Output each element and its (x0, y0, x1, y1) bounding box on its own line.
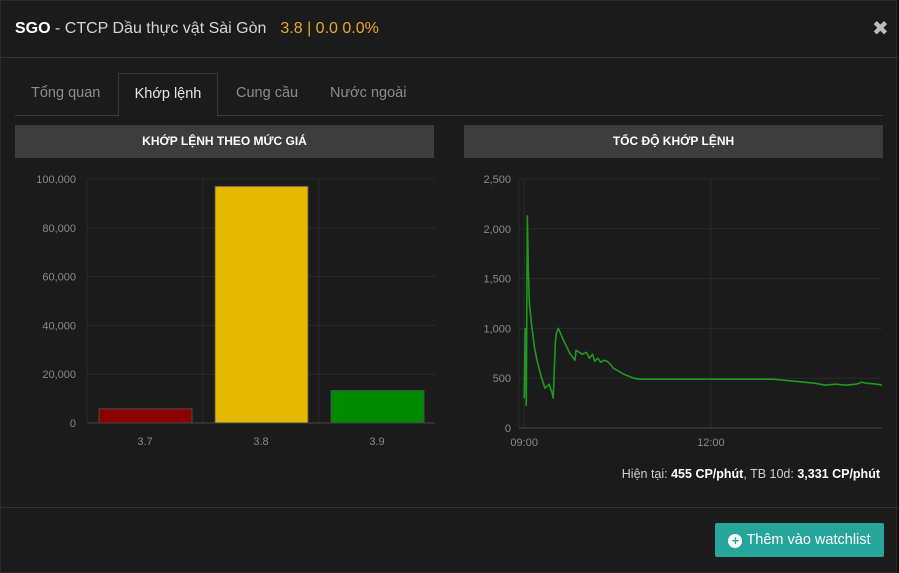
match-speed-line-chart: 0 500 1,000 1,500 2,000 2,500 09:00 12:00 (483, 174, 883, 449)
y-tick-label: 40,000 (42, 320, 76, 332)
bar-3.9 (330, 390, 425, 424)
add-to-watchlist-button[interactable]: + Thêm vào watchlist (715, 523, 884, 557)
left-panel-title: KHỚP LỆNH THEO MỨC GIÁ (15, 125, 434, 158)
y-tick-label: 1,000 (483, 323, 511, 335)
tab-matched-orders[interactable]: Khớp lệnh (118, 73, 218, 117)
x-tick-label: 12:00 (697, 437, 725, 449)
y-tick-label: 20,000 (42, 369, 76, 381)
average-rate-label: , TB 10d: (743, 467, 798, 481)
x-tick-label: 09:00 (510, 437, 538, 449)
stock-title: SGO - CTCP Dầu thực vật Sài Gòn 3.8 | 0.0… (15, 20, 379, 38)
x-tick-label: 3.7 (137, 436, 152, 448)
average-rate-value: 3,331 CP/phút (797, 467, 880, 481)
bar-3.8 (214, 185, 309, 424)
tab-overview[interactable]: Tổng quan (31, 85, 101, 101)
stock-ticker: SGO (15, 20, 51, 37)
y-tick-label: 60,000 (42, 272, 76, 284)
close-icon[interactable]: ✖ (872, 18, 889, 40)
add-to-watchlist-label: Thêm vào watchlist (746, 532, 871, 548)
price-info: 3.8 | 0.0 0.0% (280, 20, 379, 37)
y-tick-label: 100,000 (36, 174, 76, 186)
plus-circle-icon: + (728, 534, 743, 548)
x-tick-label: 3.9 (369, 436, 384, 448)
tab-foreign[interactable]: Nước ngoài (330, 85, 407, 101)
current-rate-label: Hiện tại: (621, 467, 672, 481)
right-panel-title: TỐC ĐỘ KHỚP LỆNH (464, 125, 883, 158)
bar-3.7 (98, 408, 193, 424)
footer-divider (1, 507, 898, 508)
y-tick-label: 1,500 (483, 274, 511, 286)
match-speed-summary: Hiện tại: 455 CP/phút, TB 10d: 3,331 CP/… (622, 467, 880, 481)
title-separator: - (50, 20, 65, 37)
y-tick-label: 0 (505, 423, 511, 435)
x-tick-label: 3.8 (253, 436, 268, 448)
tab-supply-demand[interactable]: Cung cầu (236, 85, 299, 101)
y-tick-label: 2,000 (483, 224, 511, 236)
match-speed-series-line (523, 215, 883, 406)
y-tick-label: 500 (493, 373, 511, 385)
modal-header: SGO - CTCP Dầu thực vật Sài Gòn 3.8 | 0.0… (1, 1, 898, 58)
y-tick-label: 2,500 (483, 174, 511, 186)
tab-bar: Tổng quan Khớp lệnh Cung cầu Nước ngoài (15, 73, 883, 117)
price-volume-bar-chart: 0 20,000 40,000 60,000 80,000 100,000 3.7 3.8 3.… (36, 174, 435, 448)
y-tick-label: 0 (70, 418, 76, 430)
y-tick-label: 80,000 (42, 223, 76, 235)
current-rate-value: 455 CP/phút (671, 467, 744, 481)
company-name: CTCP Dầu thực vật Sài Gòn (64, 20, 267, 37)
